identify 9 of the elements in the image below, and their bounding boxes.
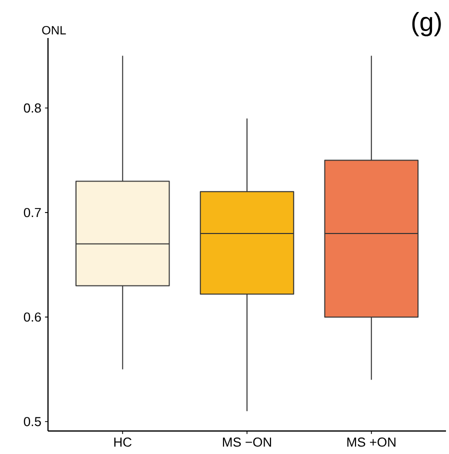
y-tick-label: 0.7 [24, 208, 41, 218]
y-tick-label: 0.6 [24, 312, 41, 322]
x-tick-label: MS −ON [222, 438, 272, 447]
x-tick-label: MS +ON [347, 438, 396, 447]
y-tick-label: 0.5 [24, 416, 41, 426]
x-tick-label: HC [114, 438, 132, 447]
y-axis-title: ONL [42, 26, 66, 34]
chart-title: (g) [412, 12, 441, 36]
y-tick-label: 0.8 [24, 103, 41, 113]
